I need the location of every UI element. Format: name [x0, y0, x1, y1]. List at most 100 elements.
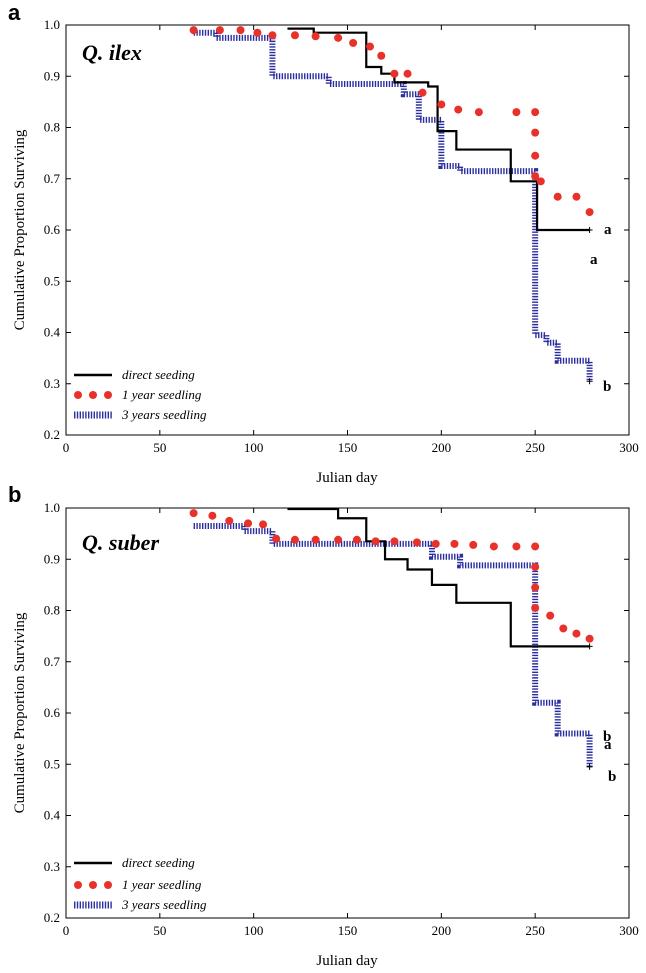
- legend-label-1yr: 1 year seedling: [122, 877, 202, 892]
- x-tick-label: 150: [338, 440, 358, 455]
- legend-label-1yr: 1 year seedling: [122, 387, 202, 402]
- data-point-1-year-seedling: [559, 624, 568, 633]
- y-tick-label: 1.0: [44, 17, 60, 32]
- x-tick-label: 200: [432, 440, 452, 455]
- x-tick-label: 300: [619, 923, 639, 938]
- y-tick-label: 0.3: [44, 376, 60, 391]
- x-tick-label: 250: [525, 923, 545, 938]
- species-label: Q. ilex: [82, 40, 142, 65]
- data-point-1-year-seedling: [311, 32, 320, 41]
- x-tick-label: 300: [619, 440, 639, 455]
- data-point-1-year-seedling: [215, 26, 224, 35]
- data-point-1-year-seedling: [431, 539, 440, 548]
- censor-marker: [586, 763, 593, 770]
- series-line-3-years-seedling: [193, 522, 593, 767]
- y-tick-label: 0.4: [44, 808, 61, 823]
- legend-swatch-1yr: [74, 881, 112, 889]
- plot-frame: [65, 507, 630, 919]
- series-line-direct-seeding: [287, 27, 590, 232]
- data-point-1-year-seedling: [531, 562, 540, 571]
- data-point-1-year-seedling: [418, 88, 427, 97]
- data-point-1-year-seedling: [512, 542, 521, 551]
- panel-label: a: [8, 0, 21, 25]
- y-tick-label: 1.0: [44, 500, 60, 515]
- data-point-1-year-seedling: [531, 128, 540, 137]
- data-point-1-year-seedling: [403, 69, 412, 78]
- group-letter: b: [603, 379, 611, 395]
- censor-marker: [586, 378, 593, 385]
- x-tick-label: 250: [525, 440, 545, 455]
- data-point-1-year-seedling: [334, 33, 343, 42]
- data-point-1-year-seedling: [512, 108, 521, 117]
- group-letter: a: [604, 222, 612, 238]
- data-point-1-year-seedling: [531, 151, 540, 160]
- data-point-1-year-seedling: [371, 537, 380, 546]
- data-point-1-year-seedling: [208, 511, 217, 520]
- x-axis-label: Julian day: [316, 953, 378, 969]
- data-point-1-year-seedling: [268, 31, 277, 40]
- group-letter: a: [604, 737, 612, 753]
- x-tick-label: 100: [244, 440, 264, 455]
- data-point-1-year-seedling: [454, 105, 463, 114]
- data-point-1-year-seedling: [437, 100, 446, 109]
- y-tick-label: 0.8: [44, 603, 60, 618]
- y-tick-label: 0.7: [44, 171, 61, 186]
- group-letter: b: [608, 769, 616, 785]
- data-point-1-year-seedling: [531, 542, 540, 551]
- y-tick-label: 0.4: [44, 325, 61, 340]
- y-tick-label: 0.9: [44, 68, 60, 83]
- data-point-1-year-seedling: [469, 540, 478, 549]
- panel-b: b 0.2 0.3 0.4 0.5 0.6 0.7 0.8 0.9 1.0 0 50 100 150 2…: [8, 482, 639, 969]
- group-letter: a: [590, 252, 598, 268]
- data-point-1-year-seedling: [253, 28, 262, 37]
- data-point-1-year-seedling: [366, 42, 375, 51]
- data-point-1-year-seedling: [553, 192, 562, 201]
- data-point-1-year-seedling: [536, 177, 545, 186]
- y-tick-label: 0.6: [44, 222, 61, 237]
- data-point-1-year-seedling: [450, 539, 459, 548]
- data-point-1-year-seedling: [225, 516, 234, 525]
- legend-label-3yr: 3 years seedling: [121, 897, 207, 912]
- series-line-3-years-seedling: [193, 29, 593, 382]
- data-point-1-year-seedling: [189, 509, 198, 518]
- y-ticks: 0.2 0.3 0.4 0.5 0.6 0.7 0.8 0.9 1.0: [44, 500, 629, 925]
- y-tick-label: 0.8: [44, 120, 60, 135]
- y-tick-label: 0.2: [44, 910, 60, 925]
- legend-label-3yr: 3 years seedling: [121, 407, 207, 422]
- y-tick-label: 0.9: [44, 551, 60, 566]
- data-point-1-year-seedling: [290, 31, 299, 40]
- data-point-1-year-seedling: [259, 520, 268, 529]
- data-point-1-year-seedling: [531, 603, 540, 612]
- x-axis-label: Julian day: [316, 470, 378, 486]
- data-point-1-year-seedling: [572, 192, 581, 201]
- data-point-1-year-seedling: [531, 108, 540, 117]
- x-tick-label: 50: [153, 923, 166, 938]
- legend: direct seeding 1 year seedling 3 years s…: [74, 367, 207, 422]
- censor-marker: [586, 643, 593, 650]
- data-point-1-year-seedling: [546, 611, 555, 620]
- series-line-direct-seeding: [287, 507, 590, 648]
- data-point-1-year-seedling: [390, 69, 399, 78]
- y-tick-label: 0.5: [44, 756, 60, 771]
- x-tick-label: 0: [63, 923, 70, 938]
- y-tick-label: 0.5: [44, 273, 60, 288]
- y-tick-label: 0.3: [44, 859, 60, 874]
- data-point-1-year-seedling: [585, 208, 594, 217]
- data-point-1-year-seedling: [585, 634, 594, 643]
- data-point-1-year-seedling: [390, 537, 399, 546]
- series-layer: [189, 26, 594, 385]
- data-point-1-year-seedling: [531, 583, 540, 592]
- data-point-1-year-seedling: [531, 172, 540, 181]
- legend-swatch-1yr: [74, 391, 112, 399]
- data-point-1-year-seedling: [236, 26, 245, 35]
- x-tick-label: 50: [153, 440, 166, 455]
- x-tick-label: 200: [432, 923, 452, 938]
- data-point-1-year-seedling: [272, 534, 281, 543]
- data-point-1-year-seedling: [412, 538, 421, 547]
- data-point-1-year-seedling: [352, 535, 361, 544]
- group-letter: b: [603, 729, 611, 745]
- data-point-1-year-seedling: [572, 629, 581, 638]
- x-tick-label: 150: [338, 923, 358, 938]
- data-point-1-year-seedling: [489, 542, 498, 551]
